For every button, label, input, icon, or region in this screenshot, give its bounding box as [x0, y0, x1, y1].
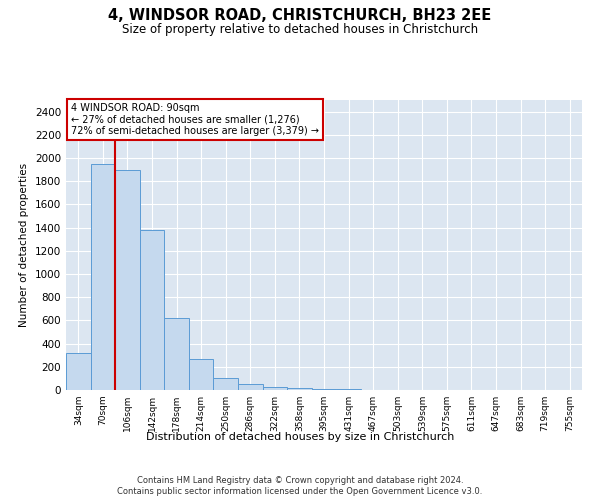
Bar	[189, 358, 214, 390]
Bar	[263, 386, 287, 390]
Bar	[238, 384, 263, 390]
Text: 4 WINDSOR ROAD: 90sqm
← 27% of detached houses are smaller (1,276)
72% of semi-d: 4 WINDSOR ROAD: 90sqm ← 27% of detached …	[71, 103, 319, 136]
Bar	[287, 388, 312, 390]
Bar	[91, 164, 115, 390]
Text: Contains public sector information licensed under the Open Government Licence v3: Contains public sector information licen…	[118, 488, 482, 496]
Bar	[312, 389, 336, 390]
Text: Contains HM Land Registry data © Crown copyright and database right 2024.: Contains HM Land Registry data © Crown c…	[137, 476, 463, 485]
Bar	[214, 378, 238, 390]
Bar	[140, 230, 164, 390]
Bar	[66, 353, 91, 390]
Text: Distribution of detached houses by size in Christchurch: Distribution of detached houses by size …	[146, 432, 454, 442]
Text: 4, WINDSOR ROAD, CHRISTCHURCH, BH23 2EE: 4, WINDSOR ROAD, CHRISTCHURCH, BH23 2EE	[109, 8, 491, 22]
Bar	[164, 318, 189, 390]
Y-axis label: Number of detached properties: Number of detached properties	[19, 163, 29, 327]
Bar	[115, 170, 140, 390]
Text: Size of property relative to detached houses in Christchurch: Size of property relative to detached ho…	[122, 22, 478, 36]
